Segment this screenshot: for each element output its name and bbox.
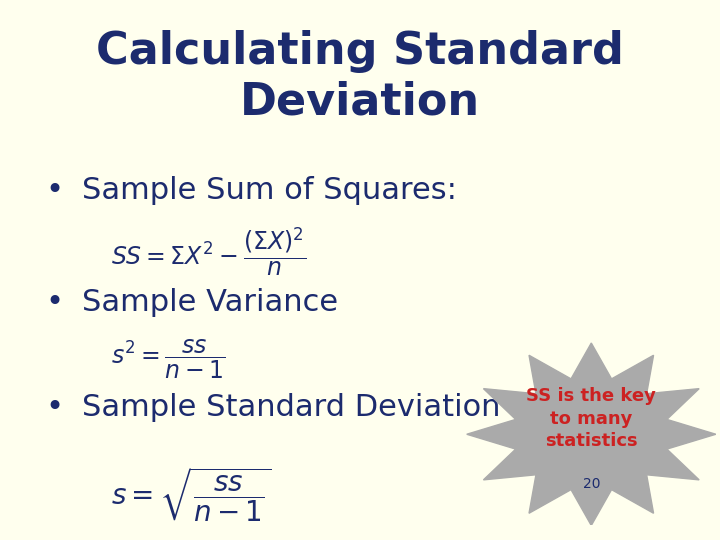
- Text: $s = \sqrt{\dfrac{ss}{n-1}}$: $s = \sqrt{\dfrac{ss}{n-1}}$: [111, 465, 271, 524]
- Text: •: •: [45, 176, 63, 205]
- Text: Sample Standard Deviation: Sample Standard Deviation: [83, 393, 501, 422]
- Text: SS is the key
to many
statistics: SS is the key to many statistics: [526, 387, 656, 450]
- Text: •: •: [45, 288, 63, 318]
- Text: 20: 20: [582, 477, 600, 491]
- Text: $s^2 = \dfrac{ss}{n-1}$: $s^2 = \dfrac{ss}{n-1}$: [111, 338, 225, 381]
- Text: Sample Variance: Sample Variance: [83, 288, 338, 318]
- Polygon shape: [467, 343, 716, 525]
- Text: $SS = \Sigma X^2 - \dfrac{(\Sigma X)^2}{n}$: $SS = \Sigma X^2 - \dfrac{(\Sigma X)^2}{…: [111, 226, 306, 278]
- Text: Sample Sum of Squares:: Sample Sum of Squares:: [83, 176, 457, 205]
- Text: •: •: [45, 393, 63, 422]
- Text: Calculating Standard
Deviation: Calculating Standard Deviation: [96, 30, 624, 123]
